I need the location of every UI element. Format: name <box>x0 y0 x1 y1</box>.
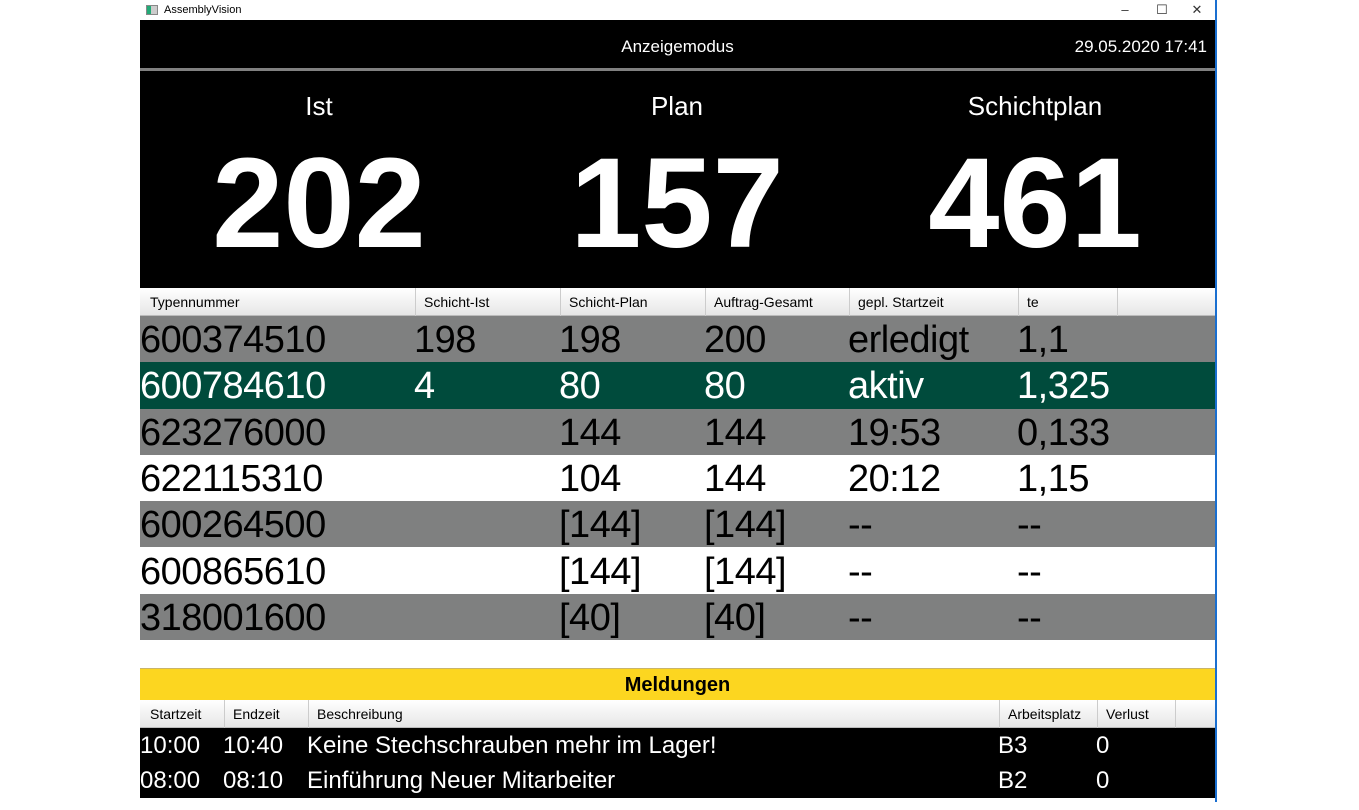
table-row[interactable]: 600784610 4 80 80 aktiv 1,325 <box>140 362 1215 409</box>
messages-banner: Meldungen <box>140 668 1215 700</box>
table-row[interactable]: 622115310 104 144 20:12 1,15 <box>140 454 1215 502</box>
table-cell: 198 <box>559 319 621 361</box>
table-cell: [40] <box>559 596 621 639</box>
table-cell: [144] <box>559 504 642 547</box>
table-cell: 622115310 <box>140 457 323 500</box>
message-cell: Keine Stechschrauben mehr im Lager! <box>307 732 717 759</box>
divider <box>140 68 1215 71</box>
table-cell: 623276000 <box>140 411 326 454</box>
app-icon <box>146 5 158 15</box>
table-cell: [144] <box>704 504 787 547</box>
column-header[interactable]: Arbeitsplatz <box>1000 700 1098 728</box>
maximize-button[interactable]: ☐ <box>1156 2 1168 17</box>
column-header[interactable]: Auftrag-Gesamt <box>706 288 850 316</box>
message-cell: Einführung Neuer Mitarbeiter <box>307 767 616 794</box>
column-header[interactable]: te <box>1019 288 1118 316</box>
kpi-schichtplan: Schichtplan 461 <box>856 71 1214 268</box>
kpi-label: Ist <box>305 91 333 121</box>
table-cell: 144 <box>704 411 766 454</box>
table-cell: 1,1 <box>1017 319 1069 361</box>
table-cell: 600374510 <box>140 319 326 361</box>
close-button[interactable]: ✕ <box>1191 2 1203 17</box>
orders-table-header: Typennummer Schicht-Ist Schicht-Plan Auftra… <box>140 288 1215 316</box>
table-cell: 318001600 <box>140 596 326 639</box>
table-cell: -- <box>1017 550 1042 593</box>
table-cell: 1,325 <box>1017 365 1110 408</box>
messages-table-header: Startzeit Endzeit Beschreibung Arbeitsplatz… <box>140 700 1215 728</box>
kpi-ist: Ist 202 <box>140 71 498 268</box>
kpi-value: 157 <box>570 132 784 275</box>
column-header[interactable]: Endzeit <box>225 700 309 728</box>
column-header[interactable]: Verlust <box>1098 700 1176 728</box>
table-cell: 19:53 <box>848 411 941 454</box>
table-cell: -- <box>1017 504 1042 547</box>
table-cell: -- <box>848 504 873 547</box>
table-cell: 80 <box>559 365 601 408</box>
table-cell: 1,15 <box>1017 457 1089 500</box>
table-row[interactable]: 600865610 [144] [144] -- -- <box>140 547 1215 594</box>
message-cell: 10:40 <box>223 732 284 759</box>
table-cell: 600784610 <box>140 365 326 408</box>
message-row[interactable]: 08:00 08:10 Einführung Neuer Mitarbeiter B2… <box>140 763 1215 798</box>
title-bar: AssemblyVision – ☐ ✕ <box>140 0 1215 20</box>
column-header[interactable]: Schicht-Ist <box>416 288 561 316</box>
table-cell: 104 <box>559 457 621 500</box>
column-header[interactable]: Schicht-Plan <box>561 288 706 316</box>
kpi-value: 461 <box>928 132 1142 275</box>
column-header[interactable]: gepl. Startzeit <box>850 288 1019 316</box>
window-title: AssemblyVision <box>164 4 242 16</box>
table-cell: erledigt <box>848 319 969 361</box>
datetime: 29.05.2020 17:41 <box>1074 37 1207 56</box>
table-cell: 600865610 <box>140 550 326 593</box>
table-cell: 600264500 <box>140 504 326 547</box>
table-cell: 80 <box>704 365 746 408</box>
message-cell: 10:00 <box>140 732 201 759</box>
table-cell: 4 <box>414 365 435 408</box>
table-cell: -- <box>848 596 873 639</box>
kpi-label: Plan <box>650 91 704 121</box>
mode-label: Anzeigemodus <box>621 37 734 56</box>
column-header[interactable]: Typennummer <box>142 288 416 316</box>
column-header[interactable]: Startzeit <box>142 700 225 728</box>
table-cell: [144] <box>704 550 787 593</box>
kpi-value: 202 <box>212 132 426 275</box>
table-cell: [144] <box>559 550 642 593</box>
table-cell: aktiv <box>848 365 924 408</box>
table-row[interactable]: 600264500 [144] [144] -- -- <box>140 501 1215 548</box>
minimize-button[interactable]: – <box>1121 2 1129 17</box>
kpi-plan: Plan 157 <box>498 71 856 268</box>
table-cell: 200 <box>704 319 766 361</box>
table-cell: 144 <box>559 411 621 454</box>
table-cell: 20:12 <box>848 457 941 500</box>
message-row[interactable]: 10:00 10:40 Keine Stechschrauben mehr im L… <box>140 728 1215 763</box>
message-cell: 0 <box>1096 732 1110 759</box>
message-cell: B3 <box>998 732 1028 759</box>
table-cell: [40] <box>704 596 766 639</box>
message-cell: 08:10 <box>223 767 284 794</box>
kpi-panel: Ist 202 Plan 157 Schichtplan 461 <box>140 71 1215 288</box>
message-cell: 0 <box>1096 767 1110 794</box>
app-window: AssemblyVision – ☐ ✕ Anzeigemodus 29.05.… <box>140 0 1217 802</box>
message-cell: 08:00 <box>140 767 201 794</box>
header-bar: Anzeigemodus 29.05.2020 17:41 <box>140 20 1215 68</box>
table-row[interactable]: 318001600 [40] [40] -- -- <box>140 593 1215 641</box>
table-row[interactable]: 600374510 198 198 200 erledigt 1,1 <box>140 316 1215 363</box>
message-cell: B2 <box>998 767 1028 794</box>
kpi-label: Schichtplan <box>967 91 1103 121</box>
table-cell: 198 <box>414 319 476 361</box>
column-header[interactable]: Beschreibung <box>309 700 1000 728</box>
table-cell: -- <box>1017 596 1042 639</box>
table-row[interactable]: 623276000 144 144 19:53 0,133 <box>140 408 1215 455</box>
table-cell: 0,133 <box>1017 411 1110 454</box>
table-cell: -- <box>848 550 873 593</box>
table-cell: 144 <box>704 457 766 500</box>
